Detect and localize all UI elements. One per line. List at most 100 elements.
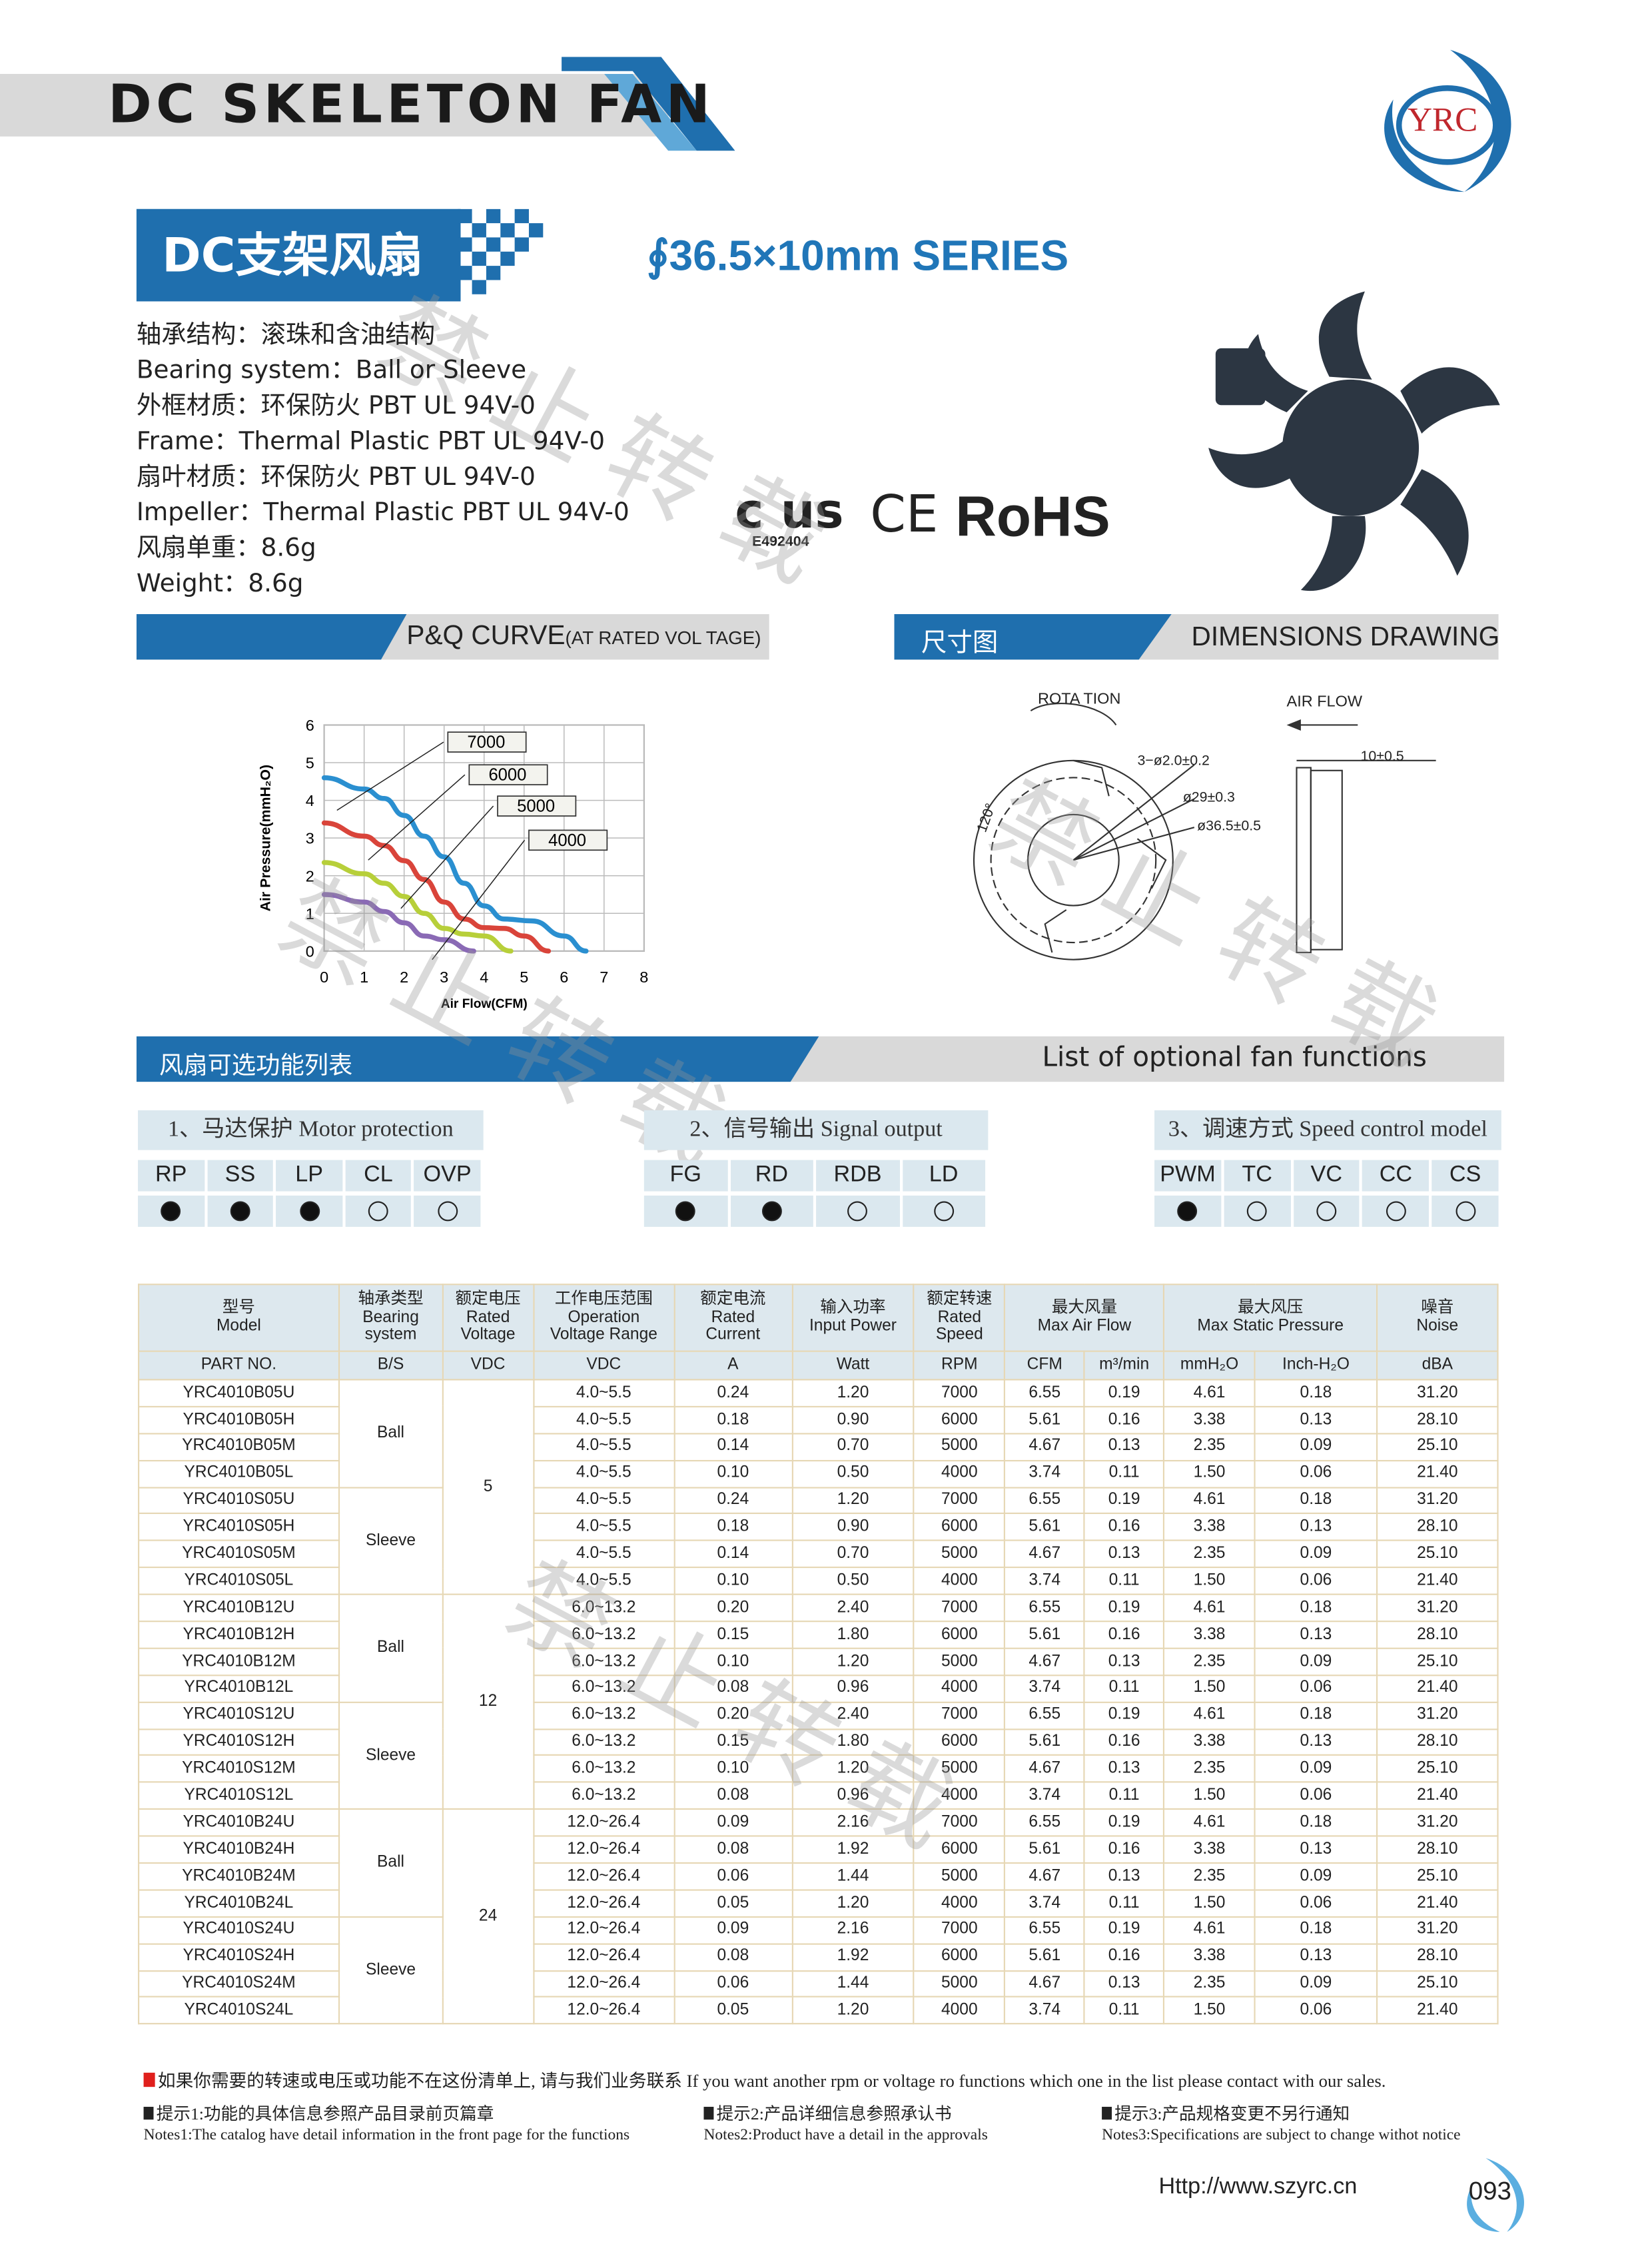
- table-cell: 0.13: [1083, 1862, 1165, 1891]
- column-header-line: Current: [705, 1326, 761, 1344]
- table-cell: 25.10: [1376, 1647, 1499, 1676]
- table-cell: 1.50: [1163, 1567, 1256, 1595]
- table-cell: 31.20: [1376, 1486, 1499, 1515]
- part-number: YRC4010B12H: [138, 1621, 340, 1649]
- table-cell: 6000: [913, 1835, 1006, 1864]
- table-row: YRC4010S12U Sleeve 6.0~13.2 0.20 2.40 7000 6.5…: [138, 1701, 1499, 1810]
- table-cell: 4.0~5.5: [532, 1459, 675, 1488]
- table-cell: 7000: [913, 1379, 1006, 1407]
- rated-voltage: 5: [442, 1379, 534, 1595]
- table-cell: 6.0~13.2: [532, 1728, 675, 1756]
- unit-header: mmH₂O: [1163, 1350, 1256, 1381]
- table-cell: 2.35: [1163, 1862, 1256, 1891]
- contact-note-text: 如果你需要的转速或电压或功能不在这份清单上, 请与我们业务联系 If you w…: [157, 2071, 1386, 2091]
- column-header-line: Noise: [1416, 1317, 1459, 1335]
- table-cell: 0.20: [673, 1701, 793, 1730]
- table-row: YRC4010S12H 6.0~13.2 0.15 1.80 6000 5.61 0.16 3…: [138, 1728, 1499, 1756]
- y-tick-label: 4: [306, 792, 314, 809]
- table-row: YRC4010S24U Sleeve 12.0~26.4 0.09 2.16 7000 6.…: [138, 1916, 1499, 2026]
- table-cell: 2.35: [1163, 1540, 1256, 1569]
- table-cell: 1.44: [791, 1970, 915, 1998]
- table-cell: 0.05: [673, 1889, 793, 1918]
- table-cell: 7000: [913, 1916, 1006, 1945]
- table-row: YRC4010B12H 6.0~13.2 0.15 1.80 6000 5.61 0.16 3…: [138, 1621, 1499, 1649]
- part-number: YRC4010B05U: [138, 1379, 340, 1407]
- table-row: YRC4010S05L 4.0~5.5 0.10 0.50 4000 3.74 0.11 1.…: [138, 1567, 1499, 1595]
- table-cell: 0.19: [1083, 1808, 1165, 1837]
- tip-en: Notes2:Product have a detail in the appr…: [703, 2126, 988, 2144]
- spec-line: Frame：Thermal Plastic PBT UL 94V-0: [136, 428, 605, 457]
- part-number: YRC4010S12H: [138, 1728, 340, 1756]
- spec-line: 轴承结构：滚珠和含油结构: [136, 321, 436, 350]
- table-cell: 0.70: [791, 1540, 915, 1569]
- empty-circle-icon: [1455, 1201, 1475, 1222]
- y-axis-label: Air Pressure(mmH₂O): [258, 765, 274, 911]
- table-cell: 21.40: [1376, 1889, 1499, 1918]
- table-cell: 4.0~5.5: [532, 1567, 675, 1595]
- rohs-mark: RoHS: [955, 486, 1110, 549]
- logo-text: YRC: [1407, 102, 1478, 140]
- table-cell: 0.06: [1254, 1782, 1378, 1810]
- rated-voltage: 24: [442, 1808, 534, 2026]
- table-row: YRC4010B05L 4.0~5.5 0.10 0.50 4000 3.74 0.11 1.…: [138, 1459, 1499, 1488]
- table-cell: 4.61: [1163, 1593, 1256, 1623]
- table-cell: 21.40: [1376, 1996, 1499, 2026]
- table-cell: 4.0~5.5: [532, 1432, 675, 1461]
- table-cell: 4000: [913, 1782, 1006, 1810]
- table-cell: 5000: [913, 1432, 1006, 1461]
- bearing-type: Ball: [338, 1379, 444, 1488]
- table-cell: 6.0~13.2: [532, 1782, 675, 1810]
- table-cell: 12.0~26.4: [532, 1862, 675, 1891]
- table-cell: 5.61: [1004, 1621, 1085, 1649]
- website-link[interactable]: Http://www.szyrc.cn: [1158, 2175, 1358, 2199]
- table-cell: 6000: [913, 1405, 1006, 1435]
- table-cell: 0.09: [1254, 1647, 1378, 1676]
- table-cell: 5000: [913, 1540, 1006, 1569]
- table-cell: 31.20: [1376, 1916, 1499, 1945]
- table-cell: 0.19: [1083, 1701, 1165, 1730]
- table-cell: 0.08: [673, 1835, 793, 1864]
- column-header-line: Model: [216, 1317, 261, 1335]
- column-header-line: 工作电压范围: [554, 1291, 653, 1308]
- pq-bar-accent: [136, 614, 407, 660]
- table-units-row: PART NO. B/S VDC VDC A Watt RPM CFM m³/min mmH₂O I…: [138, 1350, 1499, 1381]
- legend-arrow: [432, 839, 526, 960]
- table-cell: 0.10: [673, 1567, 793, 1595]
- table-row: YRC4010S05H 4.0~5.5 0.18 0.90 6000 5.61 0.16 3.…: [138, 1513, 1499, 1542]
- table-cell: 25.10: [1376, 1540, 1499, 1569]
- column-header-line: 输入功率: [820, 1300, 886, 1317]
- table-cell: 4.61: [1163, 1379, 1256, 1407]
- red-square-icon: [143, 2072, 155, 2087]
- series-line-7000: [321, 775, 589, 954]
- table-cell: 0.11: [1083, 1674, 1165, 1703]
- table-row: YRC4010B05U Ball 5 4.0~5.5 0.24 1.20 7000 6.55 0…: [138, 1379, 1499, 1595]
- legend-box-4000: [528, 829, 608, 851]
- bearing-type: Sleeve: [338, 1486, 444, 1595]
- outer-diameter-dim: ø36.5±0.5: [1197, 819, 1262, 835]
- product-cn-title: DC支架风扇: [136, 208, 461, 302]
- unit-header: dBA: [1376, 1350, 1499, 1381]
- part-number: YRC4010B05L: [138, 1459, 340, 1488]
- part-number: YRC4010S05L: [138, 1567, 340, 1595]
- empty-circle-icon: [368, 1201, 388, 1222]
- part-number: YRC4010B05M: [138, 1432, 340, 1461]
- table-cell: 4.0~5.5: [532, 1540, 675, 1569]
- table-cell: 2.40: [791, 1701, 915, 1730]
- table-cell: 0.19: [1083, 1486, 1165, 1515]
- table-cell: 28.10: [1376, 1835, 1499, 1864]
- column-header-line: Operation: [568, 1308, 640, 1326]
- column-header-line: 最大风压: [1238, 1300, 1304, 1317]
- table-row: YRC4010S12L 6.0~13.2 0.08 0.96 4000 3.74 0.11 1…: [138, 1782, 1499, 1810]
- x-tick-label: 5: [520, 968, 528, 986]
- legend-box-6000: [468, 764, 548, 785]
- column-header-line: Voltage Range: [550, 1326, 657, 1344]
- air-flow-label: AIR FLOW: [1286, 693, 1363, 711]
- table-row: YRC4010B12U Ball 12 6.0~13.2 0.20 2.40 7000 6.5…: [138, 1593, 1499, 1810]
- table-cell: 28.10: [1376, 1405, 1499, 1435]
- part-number: YRC4010B05H: [138, 1405, 340, 1435]
- part-number: YRC4010B24U: [138, 1808, 340, 1837]
- table-cell: 0.16: [1083, 1513, 1165, 1542]
- rated-voltage: 12: [442, 1593, 534, 1810]
- ul-cert-mark: c us E492404: [735, 484, 843, 550]
- table-cell: 1.20: [791, 1486, 915, 1515]
